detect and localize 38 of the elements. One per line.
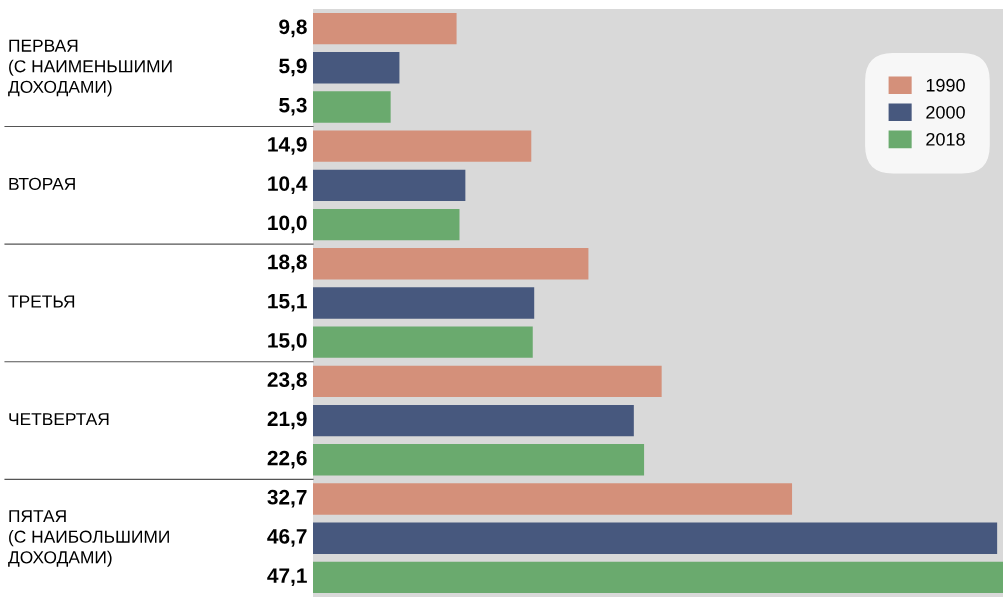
bar bbox=[313, 365, 662, 398]
data-label: 14,9 bbox=[268, 137, 307, 155]
legend-label: 2018 bbox=[926, 132, 965, 146]
bar bbox=[313, 52, 400, 84]
legend-label: 2000 bbox=[926, 105, 965, 119]
data-label: 32,7 bbox=[267, 489, 307, 508]
legend-label: 1990 bbox=[926, 78, 965, 92]
data-label: 23,8 bbox=[267, 372, 307, 390]
data-label: 15,1 bbox=[268, 294, 307, 312]
bar bbox=[313, 561, 1003, 594]
bar bbox=[313, 91, 391, 123]
data-label: 9,8 bbox=[279, 19, 307, 38]
data-label: 18,8 bbox=[268, 254, 307, 273]
bar bbox=[313, 169, 466, 202]
bar bbox=[313, 208, 460, 241]
y-tick-label: ВТОРАЯ bbox=[9, 177, 75, 191]
data-label: 10,0 bbox=[268, 215, 307, 234]
y-tick-label: ЧЕТВЕРТАЯ bbox=[9, 413, 109, 426]
y-tick-label: ТРЕТЬЯ bbox=[8, 295, 75, 308]
data-label: 22,6 bbox=[267, 450, 307, 469]
bar bbox=[313, 326, 533, 358]
data-label: 5,9 bbox=[279, 58, 307, 77]
bar bbox=[313, 287, 535, 319]
y-tick-label: ПЕРВАЯ (С НАИМЕНЬШИМИ ДОХОДАМИ) bbox=[8, 39, 172, 97]
data-label: 46,7 bbox=[267, 529, 307, 547]
data-label: 5,3 bbox=[279, 97, 307, 116]
bar bbox=[313, 248, 589, 280]
data-label: 15,0 bbox=[268, 333, 307, 351]
bar bbox=[313, 483, 793, 515]
bar bbox=[313, 130, 532, 162]
y-tick-label: ПЯТАЯ (С НАИБОЛЬШИМИ ДОХОДАМИ) bbox=[8, 510, 169, 567]
data-label: 21,9 bbox=[267, 411, 307, 430]
bar bbox=[313, 404, 634, 437]
bar bbox=[313, 522, 998, 554]
bar bbox=[313, 12, 457, 45]
data-label: 47,1 bbox=[267, 568, 307, 587]
data-label: 10,4 bbox=[268, 176, 308, 194]
bar bbox=[313, 444, 645, 476]
